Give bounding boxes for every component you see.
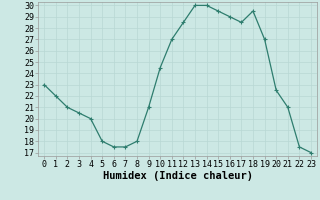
X-axis label: Humidex (Indice chaleur): Humidex (Indice chaleur): [103, 171, 252, 181]
